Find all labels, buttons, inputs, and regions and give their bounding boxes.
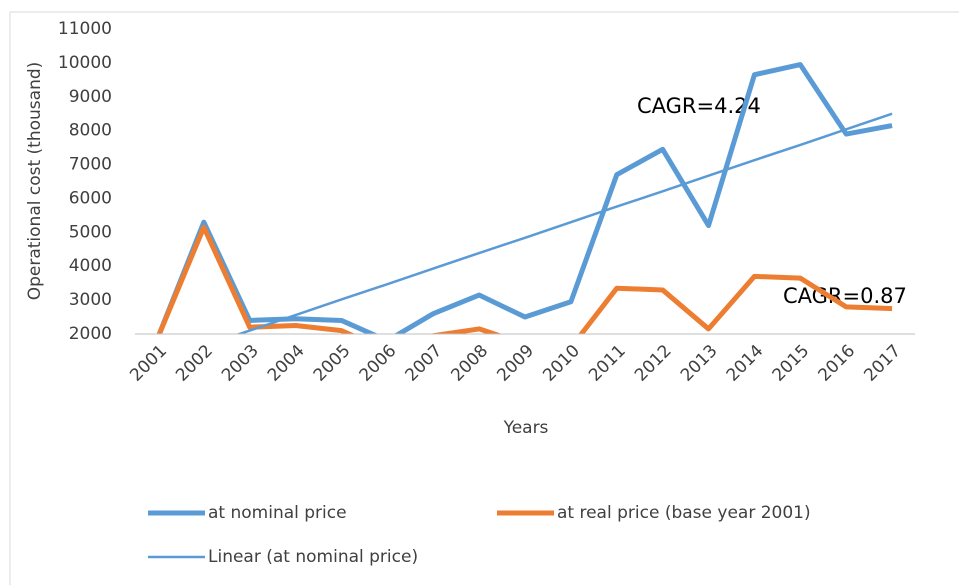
y-tick-label: 4000 [69, 256, 112, 276]
y-tick-label: 5000 [69, 222, 112, 242]
series-line [156, 224, 893, 334]
x-axis-label: Years [503, 418, 549, 438]
plot-lines [156, 62, 893, 334]
y-axis-label: Operational cost (thousand) [25, 62, 45, 301]
y-tick-label: 7000 [69, 155, 112, 175]
legend-label: Linear (at nominal price) [208, 547, 418, 567]
series-line [235, 112, 893, 334]
y-tick-label: 6000 [69, 188, 112, 208]
y-tick-label: 11000 [58, 19, 112, 39]
y-tick-label: 2000 [69, 324, 112, 344]
y-tick-label: 9000 [69, 87, 112, 107]
y-tick-label: 3000 [69, 290, 112, 310]
y-tick-label: 10000 [58, 53, 112, 73]
legend-label: at real price (base year 2001) [557, 503, 811, 523]
y-tick-label: 8000 [69, 121, 112, 141]
legend-label: at nominal price [208, 503, 347, 523]
